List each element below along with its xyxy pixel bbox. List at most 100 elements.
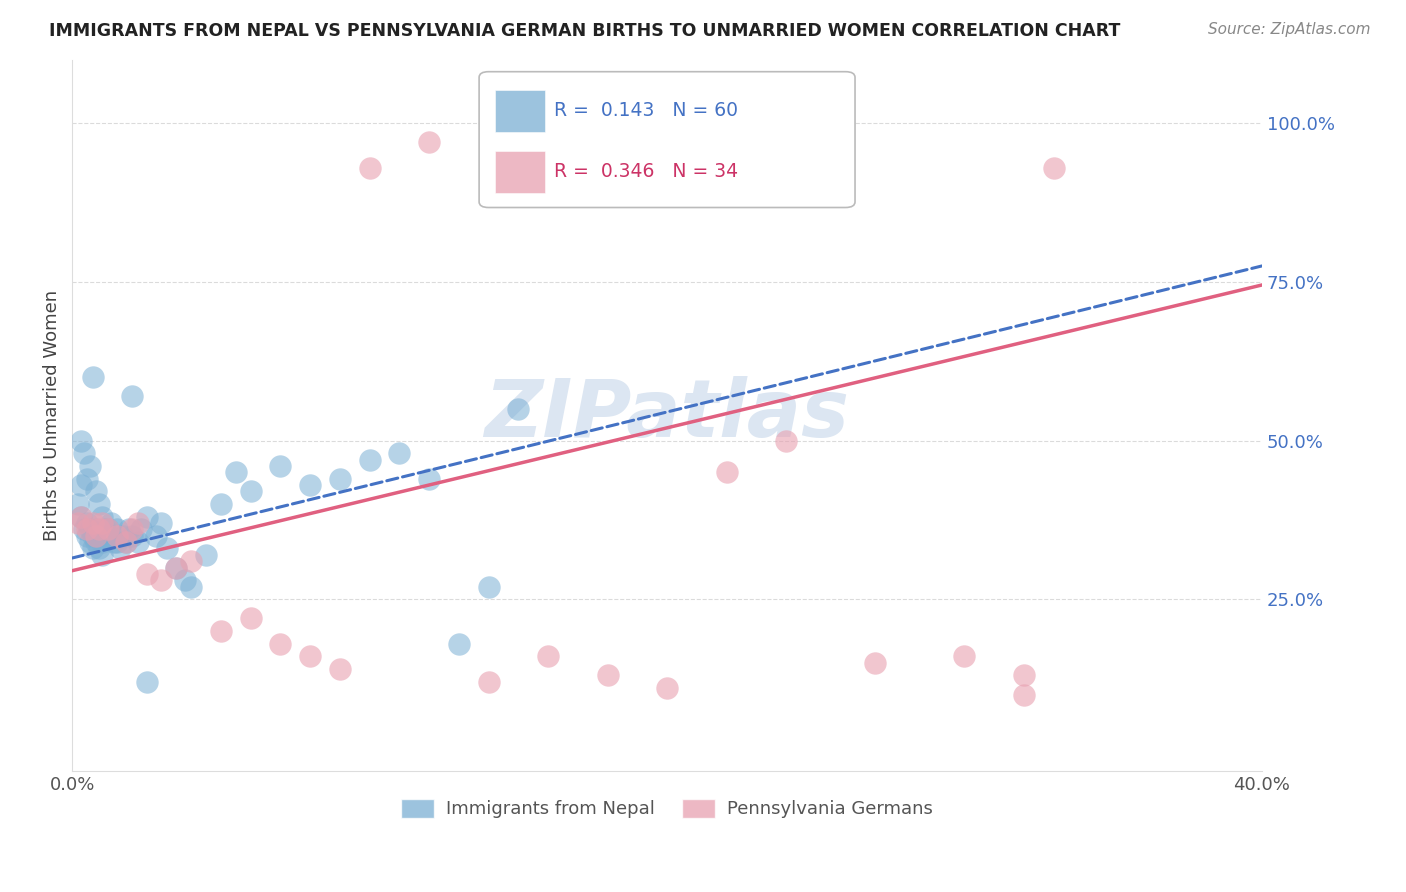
Point [180,554,202,568]
Point [150,516,173,530]
Point [127,535,149,549]
Point [105,529,128,543]
Point [87,497,110,511]
FancyBboxPatch shape [495,90,544,132]
Point [865,656,887,670]
Point [100,516,122,530]
Point [70,509,93,524]
Point [70,434,93,448]
Point [655,681,678,695]
Point [121,523,143,537]
Point [84,523,107,537]
Point [716,465,738,479]
Point [165,560,187,574]
Point [87,523,110,537]
Point [127,516,149,530]
Point [76,529,98,543]
Point [84,535,107,549]
Point [87,529,110,543]
Point [79,458,101,473]
Point [225,465,247,479]
Point [478,580,501,594]
Point [91,516,114,530]
Point [447,637,470,651]
Point [73,446,96,460]
Point [121,389,143,403]
Point [1012,668,1035,682]
Point [359,161,381,175]
Point [91,509,114,524]
Point [135,566,157,581]
Point [67,516,90,530]
Point [82,516,104,530]
Point [76,523,98,537]
Point [108,541,131,556]
Point [114,535,136,549]
Point [299,649,322,664]
Legend: Immigrants from Nepal, Pennsylvania Germans: Immigrants from Nepal, Pennsylvania Germ… [394,792,941,826]
Point [329,472,352,486]
Point [91,535,114,549]
Point [953,649,976,664]
Point [76,472,98,486]
Point [269,458,291,473]
Point [87,541,110,556]
Point [67,497,90,511]
Point [209,624,232,638]
Point [79,523,101,537]
Point [150,573,173,587]
Point [180,580,202,594]
Point [82,541,104,556]
Point [118,523,141,537]
Text: IMMIGRANTS FROM NEPAL VS PENNSYLVANIA GERMAN BIRTHS TO UNMARRIED WOMEN CORRELATI: IMMIGRANTS FROM NEPAL VS PENNSYLVANIA GE… [49,22,1121,40]
Point [239,484,262,499]
Point [82,370,104,384]
Point [129,523,152,537]
Point [97,523,120,537]
Point [84,484,107,499]
Point [537,649,560,664]
Point [388,446,411,460]
Point [478,674,501,689]
Point [329,662,352,676]
Point [596,668,619,682]
Point [97,523,120,537]
Point [1012,688,1035,702]
Point [165,560,187,574]
Point [70,478,93,492]
Point [105,523,128,537]
Point [418,472,440,486]
Point [94,523,117,537]
Point [1042,161,1064,175]
Point [70,509,93,524]
Text: ZIPatlas: ZIPatlas [485,376,849,454]
Point [156,541,179,556]
Y-axis label: Births to Unmarried Women: Births to Unmarried Women [44,290,60,541]
Text: R =  0.346   N = 34: R = 0.346 N = 34 [554,161,738,181]
Point [121,529,143,543]
Point [299,478,322,492]
Point [79,535,101,549]
Point [174,573,197,587]
Point [145,529,167,543]
Point [114,535,136,549]
Point [195,548,218,562]
Point [239,611,262,625]
Point [359,452,381,467]
FancyBboxPatch shape [495,151,544,193]
Point [135,509,157,524]
Point [269,637,291,651]
Point [97,529,120,543]
Point [105,535,128,549]
Text: R =  0.143   N = 60: R = 0.143 N = 60 [554,102,738,120]
FancyBboxPatch shape [479,71,855,208]
Point [111,529,134,543]
Point [418,135,440,149]
Point [775,434,797,448]
Point [84,529,107,543]
Point [508,401,530,416]
Point [209,497,232,511]
Point [103,535,125,549]
Point [135,674,157,689]
Text: Source: ZipAtlas.com: Source: ZipAtlas.com [1208,22,1371,37]
